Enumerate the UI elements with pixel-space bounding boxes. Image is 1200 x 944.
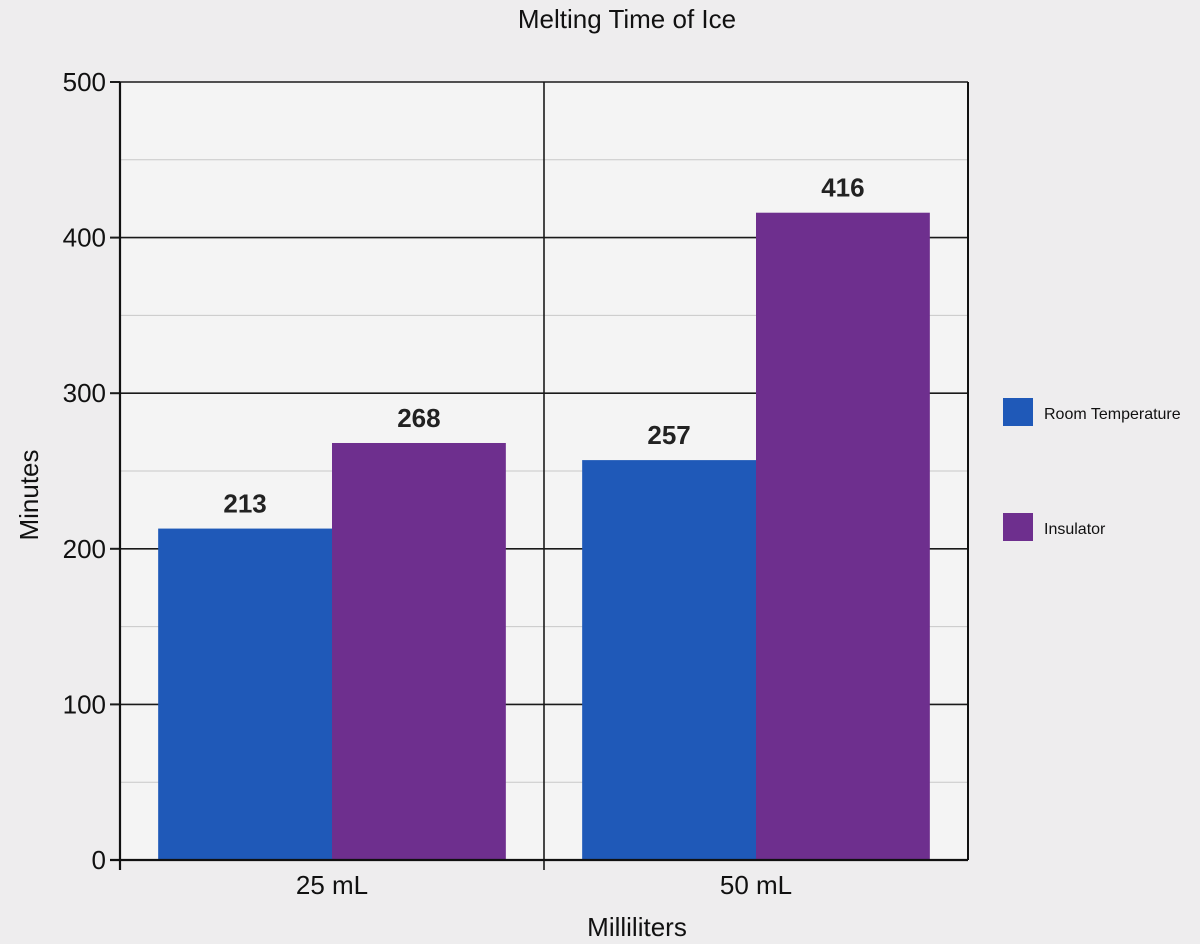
bars: [158, 212, 930, 861]
y-tick-label: 0: [92, 845, 106, 875]
legend-swatch: [1003, 398, 1033, 426]
axes: [110, 81, 969, 870]
x-tick-label: 50 mL: [720, 870, 792, 900]
bar: [756, 212, 930, 861]
data-label: 416: [821, 173, 864, 203]
chart-title: Melting Time of Ice: [518, 4, 736, 34]
labels: 0 100 200 300 400 500 213 268 25 mL 257 416 50 mL: [63, 67, 865, 900]
y-tick-label: 500: [63, 67, 106, 97]
legend-label: Insulator: [1044, 521, 1106, 538]
y-tick-label: 400: [63, 223, 106, 253]
data-label: 257: [647, 420, 690, 450]
y-tick-label: 100: [63, 689, 106, 719]
bar: [332, 442, 506, 860]
data-label: 213: [223, 489, 266, 519]
bar: [582, 460, 756, 860]
x-axis-label: Milliliters: [587, 912, 687, 942]
legend: Room Temperature Insulator: [1003, 398, 1181, 541]
data-label: 268: [397, 403, 440, 433]
bar: [158, 528, 332, 860]
x-tick-label: 25 mL: [296, 870, 368, 900]
legend-label: Room Temperature: [1044, 406, 1181, 423]
y-axis-label: Minutes: [14, 449, 44, 540]
legend-swatch: [1003, 513, 1033, 541]
y-tick-label: 200: [63, 534, 106, 564]
y-tick-label: 300: [63, 378, 106, 408]
